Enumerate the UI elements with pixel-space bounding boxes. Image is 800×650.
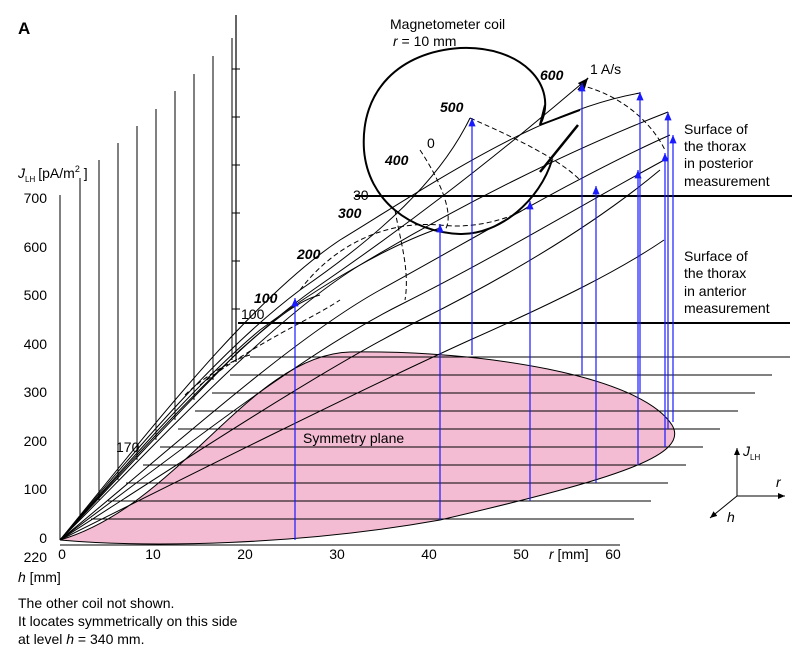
r-tick-10: 10 xyxy=(145,546,161,562)
coil-title: Magnetometer coil xyxy=(390,16,505,32)
symmetry-plane-label: Symmetry plane xyxy=(303,430,404,446)
svg-text:measurement: measurement xyxy=(684,300,770,316)
j-tick-300: 300 xyxy=(24,384,48,400)
r-tick-50: 50 xyxy=(513,546,529,562)
thorax-anterior-label: Surface of the thorax in anterior measur… xyxy=(684,248,770,316)
svg-text:the thorax: the thorax xyxy=(684,265,746,281)
height-marker-0: 0 xyxy=(427,135,435,151)
j-tick-600: 600 xyxy=(24,239,48,255)
back-grid-verticals xyxy=(59,38,233,540)
svg-text:Surface of: Surface of xyxy=(684,248,748,264)
footnote-line-2: It locates symmetrically on this side xyxy=(18,613,238,629)
axes-orientation-legend: JLH r h xyxy=(709,443,785,525)
j-axis-title: JLH [pA/m2 ] xyxy=(17,164,88,184)
coil-r-value: = 10 mm xyxy=(398,33,457,49)
coil-radius-label: r = 10 mm xyxy=(393,33,456,49)
dashed-curves xyxy=(184,84,666,396)
j-tick-0: 0 xyxy=(39,530,47,546)
svg-text:the thorax: the thorax xyxy=(684,138,746,154)
r-axis-title: r [mm] xyxy=(549,546,589,562)
coil-lead xyxy=(539,124,579,173)
j-tick-labels: 700 600 500 400 300 200 100 0 220 xyxy=(24,190,48,565)
svg-text:measurement: measurement xyxy=(684,173,770,189)
magnetometer-coil xyxy=(362,46,553,236)
j-axis-ticks xyxy=(232,68,240,310)
level-label-100: 100 xyxy=(254,290,278,306)
panel-label: A xyxy=(18,19,30,38)
height-marker-30: 30 xyxy=(353,187,369,203)
legend-h: h xyxy=(727,509,735,525)
current-direction-arrow xyxy=(577,77,589,91)
level-label-400: 400 xyxy=(384,152,409,168)
thorax-posterior-label: Surface of the thorax in posterior measu… xyxy=(684,121,770,189)
j-tick-700: 700 xyxy=(24,190,48,206)
footnote-line-1: The other coil not shown. xyxy=(18,595,174,611)
level-label-600: 600 xyxy=(540,67,564,83)
height-marker-100: 100 xyxy=(241,306,265,322)
r-tick-20: 20 xyxy=(237,546,253,562)
svg-text:in anterior: in anterior xyxy=(684,283,747,299)
legend-j: JLH xyxy=(742,443,760,462)
coil-notch xyxy=(539,104,581,126)
j-tick-400: 400 xyxy=(24,336,48,352)
level-label-300: 300 xyxy=(338,205,362,221)
level-label-500: 500 xyxy=(440,99,464,115)
svg-text:in posterior: in posterior xyxy=(684,155,754,171)
h-axis-title: h [mm] xyxy=(18,569,61,585)
legend-r: r xyxy=(776,474,782,490)
symmetry-plane-ellipse xyxy=(59,351,676,545)
footnote-line-3: at level h = 340 mm. xyxy=(18,631,144,647)
blue-arrows xyxy=(291,83,677,540)
level-label-200: 200 xyxy=(296,246,321,262)
field-curves xyxy=(59,84,671,541)
svg-text:Surface of: Surface of xyxy=(684,121,748,137)
r-tick-0: 0 xyxy=(58,546,66,562)
coil-r-symbol: r xyxy=(393,33,399,49)
r-tick-30: 30 xyxy=(329,546,345,562)
r-tick-40: 40 xyxy=(421,546,437,562)
h-tick-220: 220 xyxy=(24,549,48,565)
j-tick-500: 500 xyxy=(24,287,48,303)
r-tick-labels: 0 10 20 30 40 50 60 xyxy=(58,546,621,562)
r-tick-60: 60 xyxy=(605,546,621,562)
current-label: 1 A/s xyxy=(590,61,621,77)
height-marker-170: 170 xyxy=(116,439,140,455)
j-tick-100: 100 xyxy=(24,481,48,497)
j-tick-200: 200 xyxy=(24,433,48,449)
